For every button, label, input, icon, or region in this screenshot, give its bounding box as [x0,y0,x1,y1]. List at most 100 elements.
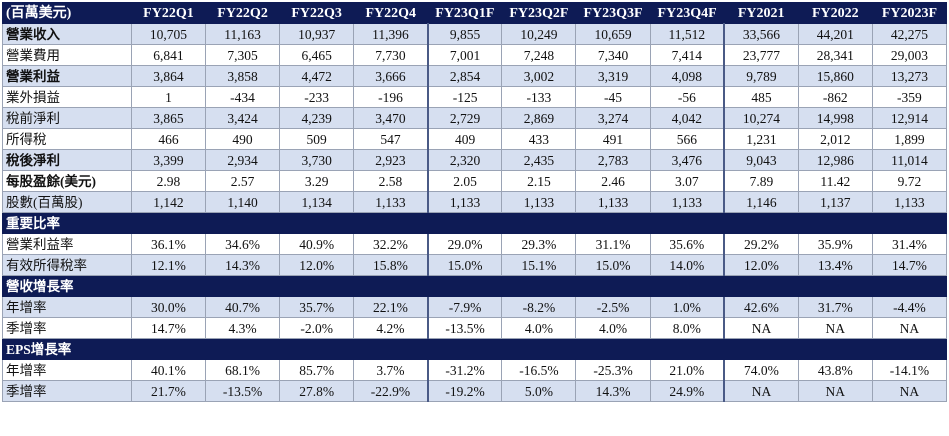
table-cell: 14.3% [575,380,651,402]
table-cell: 4.2% [353,317,429,339]
table-cell: 12,986 [797,149,873,171]
table-cell: 68.1% [204,359,281,381]
table-cell: -13.5% [204,380,281,402]
table-cell: 1,140 [204,191,281,213]
table-cell: 3.29 [279,170,355,192]
section-header-row: 營收增長率 [2,275,948,297]
table-cell: -133 [501,86,577,108]
table-cell: -862 [797,86,873,108]
table-cell: 3,399 [130,149,207,171]
table-cell: 3,730 [279,149,355,171]
table-cell [204,212,281,234]
column-header: FY23Q4F [649,2,725,24]
table-cell: -196 [353,86,429,108]
table-cell: 29,003 [871,44,948,66]
row-label: 季增率 [2,317,132,339]
table-cell: 12.1% [130,254,207,276]
table-cell: 4.3% [204,317,281,339]
table-cell: 42,275 [871,23,948,45]
table-cell: 3,864 [130,65,207,87]
table-cell: 1,133 [426,191,503,213]
table-cell: 31.1% [575,233,651,255]
table-cell: 2.05 [426,170,503,192]
table-cell: 2,934 [204,149,281,171]
table-cell: 30.0% [130,296,207,318]
header-unit-label: (百萬美元) [2,2,132,24]
table-body: 營業收入 10,705 11,163 10,937 11,396 9,855 10,249 1… [2,23,948,402]
table-cell [279,338,355,360]
table-cell: 15.1% [501,254,577,276]
table-cell: 14.3% [204,254,281,276]
table-cell: 9,855 [426,23,503,45]
table-cell: -25.3% [575,359,651,381]
table-cell [501,275,577,297]
row-label: 季增率 [2,380,132,402]
column-header: FY22Q1 [130,2,207,24]
table-row: 營業收入 10,705 11,163 10,937 11,396 9,855 10,249 1… [2,23,948,45]
table-cell: 2.58 [353,170,429,192]
table-cell [797,275,873,297]
table-row: 有效所得稅率 12.1% 14.3% 12.0% 15.8% 15.0% 15.1% 15.0… [2,254,948,276]
table-cell: 3,476 [649,149,725,171]
table-cell: 42.6% [723,296,799,318]
table-cell: -22.9% [353,380,429,402]
table-cell: 10,249 [501,23,577,45]
table-cell: 7,340 [575,44,651,66]
table-cell: 3,274 [575,107,651,129]
table-cell: 28,341 [797,44,873,66]
table-cell: 3,470 [353,107,429,129]
table-cell: -14.1% [871,359,948,381]
table-cell: 7,248 [501,44,577,66]
row-label: 所得稅 [2,128,132,150]
row-label: 營業收入 [2,23,132,45]
table-row: 每股盈餘(美元) 2.98 2.57 3.29 2.58 2.05 2.15 2.46 3.07… [2,170,948,192]
table-cell: -7.9% [426,296,503,318]
row-label: 稅前淨利 [2,107,132,129]
table-cell: 24.9% [649,380,725,402]
table-cell: 1.0% [649,296,725,318]
table-cell: 8.0% [649,317,725,339]
table-cell: 509 [279,128,355,150]
table-cell [353,212,429,234]
table-cell: 10,937 [279,23,355,45]
table-cell: 485 [723,86,799,108]
row-label: 重要比率 [2,212,132,234]
table-cell: NA [723,317,799,339]
column-header: FY2022 [797,2,873,24]
table-cell: 4,472 [279,65,355,87]
table-row: 稅前淨利 3,865 3,424 4,239 3,470 2,729 2,869 3,274 4… [2,107,948,129]
table-cell: 7,305 [204,44,281,66]
table-cell: -125 [426,86,503,108]
table-cell [426,275,503,297]
table-cell: 29.2% [723,233,799,255]
table-cell: 4.0% [501,317,577,339]
table-cell [871,275,948,297]
table-cell: 11,014 [871,149,948,171]
table-cell [353,275,429,297]
table-cell: 32.2% [353,233,429,255]
table-cell [575,338,651,360]
table-cell: 3.7% [353,359,429,381]
table-cell [723,212,799,234]
table-cell: 21.7% [130,380,207,402]
table-cell: 6,841 [130,44,207,66]
row-label: 營業利益率 [2,233,132,255]
table-cell: -2.0% [279,317,355,339]
table-cell: 13.4% [797,254,873,276]
column-header: FY22Q4 [353,2,429,24]
table-cell: 1,133 [353,191,429,213]
table-cell: 3,865 [130,107,207,129]
table-cell: 3.07 [649,170,725,192]
table-cell: 31.4% [871,233,948,255]
table-cell: 23,777 [723,44,799,66]
table-cell [797,338,873,360]
table-cell: 14.0% [649,254,725,276]
section-header-row: 重要比率 [2,212,948,234]
table-cell: 15.0% [426,254,503,276]
table-cell: 15.8% [353,254,429,276]
table-cell: NA [797,317,873,339]
table-cell [575,212,651,234]
table-cell [204,338,281,360]
table-cell: 2,923 [353,149,429,171]
table-cell: 3,424 [204,107,281,129]
